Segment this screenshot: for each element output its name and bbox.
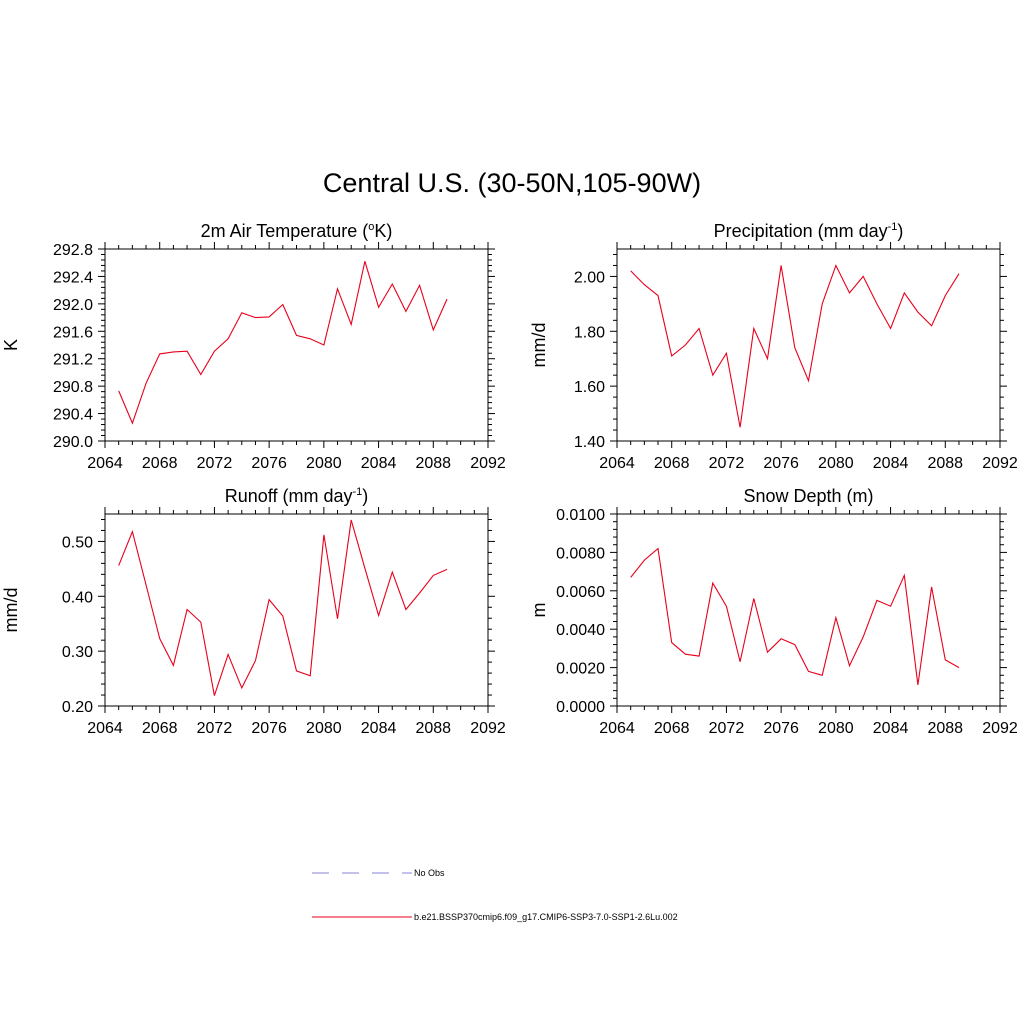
- panel-title: Snow Depth (m): [743, 486, 873, 506]
- x-tick-label: 2092: [470, 720, 506, 737]
- plot-frame: [104, 513, 489, 707]
- panel-title-text: 2m Air Temperature (: [201, 221, 369, 241]
- panel-1: 2064 2068 2072 2076 2080 2084 2088 2092 1.40 1.60…: [529, 221, 1018, 472]
- x-tick-label: 2080: [818, 455, 854, 472]
- x-tick-label: 2072: [197, 720, 233, 737]
- plot-frame: [616, 248, 1001, 442]
- x-tick-label: 2084: [873, 455, 909, 472]
- panel-title-text: Snow Depth (m): [743, 486, 873, 506]
- y-axis-label: m: [529, 603, 549, 618]
- y-tick-label: 292.4: [53, 269, 93, 286]
- y-tick-label: 291.6: [53, 324, 93, 341]
- series-line: [118, 261, 448, 425]
- plot-frame: [104, 248, 489, 442]
- x-tick-label: 2080: [818, 720, 854, 737]
- y-axis-label: mm/d: [1, 588, 21, 633]
- panel-title-text: Runoff (mm day: [225, 486, 353, 506]
- y-tick-label: 290.4: [53, 407, 93, 424]
- panels: 2064 2068 2072 2076 2080 2084 2088 2092 290.0 290…: [1, 221, 1018, 737]
- x-tick-label: 2088: [927, 720, 963, 737]
- x-tick-label: 2084: [873, 720, 909, 737]
- panel-3: 2064 2068 2072 2076 2080 2084 2088 2092 0.0000 0.…: [529, 486, 1018, 737]
- x-tick-label: 2072: [709, 455, 745, 472]
- series-line: [630, 547, 960, 685]
- y-tick-label: 1.80: [574, 324, 605, 341]
- panel-0: 2064 2068 2072 2076 2080 2084 2088 2092 290.0 290…: [1, 221, 506, 472]
- y-tick-label: 0.0000: [556, 699, 605, 716]
- x-tick-label: 2072: [709, 720, 745, 737]
- y-tick-label: 2.00: [574, 269, 605, 286]
- y-tick-label: 0.0080: [556, 545, 605, 562]
- x-tick-label: 2076: [251, 455, 287, 472]
- y-tick-label: 1.40: [574, 434, 605, 451]
- panel-title-sup: -1: [888, 221, 898, 233]
- panel-title: Runoff (mm day-1): [225, 486, 369, 506]
- x-tick-label: 2092: [470, 455, 506, 472]
- y-tick-label: 0.0100: [556, 507, 605, 524]
- y-axis-label: K: [1, 339, 21, 351]
- x-tick-label: 2076: [763, 455, 799, 472]
- y-axis-label: mm/d: [529, 323, 549, 368]
- x-tick-label: 2072: [197, 455, 233, 472]
- x-tick-label: 2088: [415, 455, 451, 472]
- panel-title-after: K): [374, 221, 392, 241]
- x-tick-label: 2068: [654, 455, 690, 472]
- panel-title-text: Precipitation (mm day: [714, 221, 888, 241]
- series-line: [118, 519, 448, 696]
- legend: No Obs b.e21.BSSP370cmip6.f09_g17.CMIP6-…: [312, 868, 678, 922]
- x-tick-label: 2080: [306, 455, 342, 472]
- panel-title-after: ): [362, 486, 368, 506]
- plot-frame: [616, 513, 1001, 707]
- figure-title: Central U.S. (30-50N,105-90W): [322, 168, 702, 198]
- y-tick-label: 0.50: [62, 534, 93, 551]
- y-tick-label: 291.2: [53, 352, 93, 369]
- x-tick-label: 2064: [599, 720, 635, 737]
- x-tick-label: 2092: [982, 720, 1018, 737]
- panel-title: Precipitation (mm day-1): [714, 221, 904, 241]
- x-tick-label: 2068: [142, 455, 178, 472]
- x-tick-label: 2068: [142, 720, 178, 737]
- y-tick-label: 290.0: [53, 434, 93, 451]
- x-tick-label: 2092: [982, 455, 1018, 472]
- y-tick-label: 292.0: [53, 297, 93, 314]
- x-tick-label: 2088: [415, 720, 451, 737]
- y-tick-label: 0.40: [62, 589, 93, 606]
- y-tick-label: 292.8: [53, 242, 93, 259]
- x-tick-label: 2080: [306, 720, 342, 737]
- y-tick-label: 0.0020: [556, 661, 605, 678]
- x-tick-label: 2076: [763, 720, 799, 737]
- y-tick-label: 0.20: [62, 699, 93, 716]
- x-tick-label: 2064: [87, 455, 123, 472]
- series-line: [630, 264, 960, 428]
- x-tick-label: 2076: [251, 720, 287, 737]
- legend-model-label: b.e21.BSSP370cmip6.f09_g17.CMIP6-SSP3-7.…: [414, 912, 678, 922]
- panel-title: 2m Air Temperature (oK): [201, 221, 393, 241]
- x-tick-label: 2088: [927, 455, 963, 472]
- y-tick-label: 290.8: [53, 379, 93, 396]
- panel-title-sup: -1: [352, 486, 362, 498]
- panel-title-after: ): [897, 221, 903, 241]
- y-tick-label: 1.60: [574, 379, 605, 396]
- x-tick-label: 2084: [361, 720, 397, 737]
- y-tick-label: 0.30: [62, 644, 93, 661]
- x-tick-label: 2084: [361, 455, 397, 472]
- panel-title-sup: o: [368, 221, 374, 233]
- x-tick-label: 2064: [87, 720, 123, 737]
- legend-obs-label: No Obs: [414, 868, 445, 878]
- y-tick-label: 0.0040: [556, 622, 605, 639]
- x-tick-label: 2068: [654, 720, 690, 737]
- x-tick-label: 2064: [599, 455, 635, 472]
- y-tick-label: 0.0060: [556, 584, 605, 601]
- panel-2: 2064 2068 2072 2076 2080 2084 2088 2092 0.20 0.30…: [1, 486, 506, 737]
